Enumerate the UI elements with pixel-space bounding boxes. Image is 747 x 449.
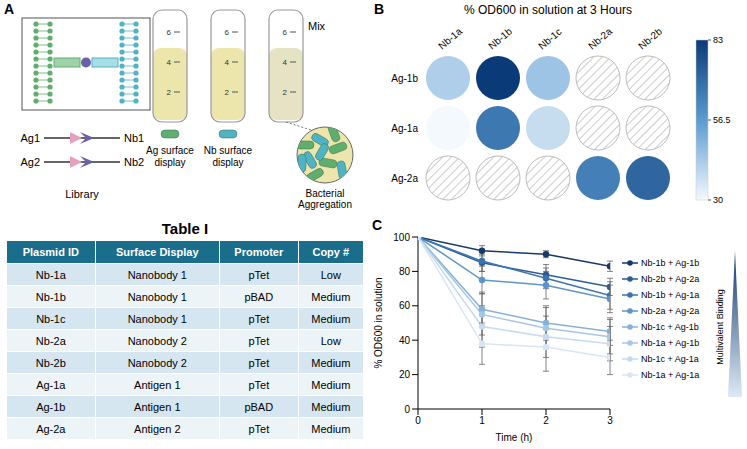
svg-text:Nb-1a: Nb-1a: [436, 25, 464, 51]
svg-text:60: 60: [399, 300, 411, 311]
html-text:Medium: Medium: [311, 312, 351, 325]
svg-text:Aggregation: Aggregation: [298, 199, 352, 210]
html-text:pBAD: pBAD: [244, 400, 274, 413]
svg-text:6: 6: [167, 28, 172, 37]
svg-text:1: 1: [479, 415, 485, 426]
svg-text:Ag2: Ag2: [20, 156, 40, 168]
svg-text:Nb-2a: Nb-2a: [586, 25, 614, 51]
svg-text:Nb2: Nb2: [124, 156, 144, 168]
html-text:Nb-2a: Nb-2a: [35, 334, 66, 347]
html-text:Medium: Medium: [311, 378, 351, 391]
html-text:Nb-1a + Ag-1b: Nb-1a + Ag-1b: [641, 338, 700, 348]
html-text:pTet: pTet: [248, 422, 270, 435]
html-text:Nanobody 1: Nanobody 1: [127, 290, 187, 303]
svg-text:Bacterial: Bacterial: [306, 188, 345, 199]
html-text:pTet: pTet: [248, 334, 270, 347]
svg-text:20: 20: [399, 369, 411, 380]
svg-text:Multivalent Binding: Multivalent Binding: [715, 289, 725, 365]
svg-text:2: 2: [283, 88, 288, 97]
svg-text:Ag-2a: Ag-2a: [391, 173, 418, 184]
svg-text:3: 3: [607, 415, 613, 426]
html-text:Antigen 2: Antigen 2: [134, 422, 181, 435]
html-text:Nanobody 2: Nanobody 2: [127, 356, 187, 369]
html-text:Nanobody 2: Nanobody 2: [127, 334, 187, 347]
html-text:Nb-1b: Nb-1b: [35, 290, 66, 303]
svg-text:56.5: 56.5: [713, 115, 731, 125]
svg-text:30: 30: [713, 195, 723, 205]
html-text:pTet: pTet: [248, 378, 270, 391]
svg-text:Library: Library: [65, 188, 99, 200]
html-text:Nb-2b + Ag-2a: Nb-2b + Ag-2a: [641, 274, 700, 284]
html-text:Nb-1a + Ag-1a: Nb-1a + Ag-1a: [641, 370, 700, 380]
html-text:Promoter: Promoter: [234, 246, 284, 258]
html-text:C: C: [372, 217, 383, 233]
svg-text:6: 6: [283, 28, 288, 37]
svg-text:0: 0: [404, 404, 410, 415]
html-text:Table I: Table I: [161, 220, 209, 237]
svg-text:display: display: [212, 157, 243, 168]
html-text:Low: Low: [320, 268, 341, 281]
svg-text:Nb1: Nb1: [124, 132, 144, 144]
html-text:Plasmid ID: Plasmid ID: [22, 246, 79, 258]
html-text:Copy #: Copy #: [312, 246, 350, 258]
svg-text:B: B: [374, 1, 384, 17]
html-text:pBAD: pBAD: [244, 290, 274, 303]
svg-text:83: 83: [713, 35, 723, 45]
html-text:Nb-1c + Ag-1a: Nb-1c + Ag-1a: [641, 354, 699, 364]
svg-text:Mix: Mix: [308, 20, 326, 32]
html-text:Nb-2b: Nb-2b: [35, 356, 66, 369]
svg-text:2: 2: [167, 88, 172, 97]
html-text:pTet: pTet: [248, 312, 270, 325]
svg-text:100: 100: [393, 232, 410, 243]
svg-text:Ag-1a: Ag-1a: [391, 123, 418, 134]
svg-text:Nb-1c: Nb-1c: [536, 26, 564, 52]
svg-text:4: 4: [167, 58, 172, 67]
svg-text:% OD600 in solution: % OD600 in solution: [373, 277, 384, 368]
svg-text:Nb-1b: Nb-1b: [486, 25, 514, 51]
svg-text:Time (h): Time (h): [496, 432, 533, 443]
svg-text:Ag surface: Ag surface: [146, 145, 194, 156]
svg-text:4: 4: [283, 58, 288, 67]
svg-text:Ag-1b: Ag-1b: [391, 73, 418, 84]
svg-text:2: 2: [543, 415, 549, 426]
html-text:Medium: Medium: [311, 356, 351, 369]
html-text:Low: Low: [320, 334, 341, 347]
html-text:Antigen 1: Antigen 1: [134, 400, 181, 413]
html-text:Nb-1c + Ag-1b: Nb-1c + Ag-1b: [641, 322, 699, 332]
svg-text:Nb-2b: Nb-2b: [636, 25, 664, 51]
html-text:Nanobody 1: Nanobody 1: [127, 268, 187, 281]
html-text:Antigen 1: Antigen 1: [134, 378, 181, 391]
html-text:pTet: pTet: [248, 356, 270, 369]
svg-text:Nb surface: Nb surface: [204, 145, 253, 156]
html-text:Medium: Medium: [311, 422, 351, 435]
html-text:Medium: Medium: [311, 400, 351, 413]
svg-text:40: 40: [399, 335, 411, 346]
svg-text:display: display: [154, 157, 185, 168]
html-text:Surface Display: Surface Display: [116, 246, 199, 258]
svg-text:6: 6: [225, 28, 230, 37]
svg-text:% OD600 in solution at 3 Hours: % OD600 in solution at 3 Hours: [464, 3, 632, 17]
html-text:Ag-1a: Ag-1a: [36, 378, 66, 391]
html-text:Medium: Medium: [311, 290, 351, 303]
html-text:Nb-1c: Nb-1c: [36, 312, 66, 325]
svg-text:0: 0: [415, 415, 421, 426]
html-text:Nb-1b + Ag-1b: Nb-1b + Ag-1b: [641, 258, 700, 268]
svg-text:Ag1: Ag1: [20, 132, 40, 144]
html-text:Nanobody 1: Nanobody 1: [127, 312, 187, 325]
html-text:Ag-1b: Ag-1b: [36, 400, 66, 413]
svg-text:80: 80: [399, 266, 411, 277]
html-text:Nb-2a + Ag-2a: Nb-2a + Ag-2a: [641, 306, 700, 316]
svg-text:A: A: [4, 1, 14, 17]
svg-text:2: 2: [225, 88, 230, 97]
html-text:Nb-1b + Ag-1a: Nb-1b + Ag-1a: [641, 290, 700, 300]
html-text:Ag-2a: Ag-2a: [36, 422, 66, 435]
html-text:pTet: pTet: [248, 268, 270, 281]
html-text:Nb-1a: Nb-1a: [35, 268, 66, 281]
svg-text:4: 4: [225, 58, 230, 67]
